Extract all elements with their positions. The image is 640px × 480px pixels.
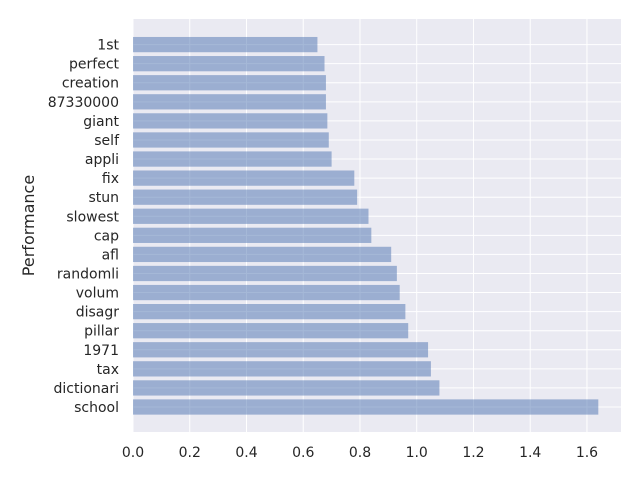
bar-school <box>133 399 599 415</box>
y-axis-label: Performance <box>19 175 38 276</box>
bars <box>133 36 599 415</box>
x-tick-label: 0.2 <box>179 445 201 461</box>
y-tick-labels: school dictionari tax 1971 pillar disagr volum… <box>48 38 120 416</box>
x-tick-label: 0.6 <box>292 445 314 461</box>
y-tick-label: 1971 <box>83 343 119 359</box>
bar-pillar <box>133 323 409 339</box>
y-tick-label: 87330000 <box>48 95 119 111</box>
x-tick-label: 1.6 <box>576 445 598 461</box>
x-tick-label: 1.4 <box>519 445 541 461</box>
y-tick-label: slowest <box>66 209 119 225</box>
y-tick-label: randomli <box>57 266 119 282</box>
y-tick-label: afl <box>102 247 119 263</box>
bar-creation <box>133 75 326 91</box>
bar-volum <box>133 284 400 301</box>
bar-self <box>133 132 329 148</box>
y-tick-label: school <box>74 400 119 416</box>
y-tick-label: dictionari <box>53 381 119 397</box>
bar-cap <box>133 227 372 243</box>
bar-stun <box>133 189 358 205</box>
y-tick-label: 1st <box>97 38 119 54</box>
y-tick-label: cap <box>94 228 119 244</box>
x-tick-label: 0.0 <box>122 445 144 461</box>
y-tick-label: pillar <box>84 324 119 340</box>
bar-disagr <box>133 304 406 320</box>
bar-1st <box>133 36 318 53</box>
x-tick-label: 0.4 <box>235 445 257 461</box>
y-tick-label: self <box>94 133 120 149</box>
x-tick-label: 1.2 <box>462 445 484 461</box>
x-tick-label: 0.8 <box>349 445 371 461</box>
y-tick-label: giant <box>83 114 119 130</box>
bar-afl <box>133 246 392 263</box>
y-tick-label: stun <box>88 190 119 206</box>
y-tick-label: disagr <box>76 305 120 321</box>
x-tick-label: 1.0 <box>406 445 428 461</box>
y-tick-label: tax <box>97 362 119 378</box>
bar-perfect <box>133 56 325 72</box>
bar-87330000 <box>133 94 326 110</box>
bar-dictionari <box>133 380 440 396</box>
bar-giant <box>133 113 328 129</box>
y-tick-label: creation <box>62 76 119 92</box>
y-tick-label: volum <box>76 286 119 302</box>
bar-randomli <box>133 265 397 282</box>
y-tick-label: perfect <box>69 57 119 73</box>
x-tick-labels: 0.0 0.2 0.4 0.6 0.8 1.0 1.2 1.4 1.6 <box>122 445 598 461</box>
bar-slowest <box>133 208 369 224</box>
y-tick-label: appli <box>85 152 119 168</box>
bar-tax <box>133 361 431 377</box>
bar-fix <box>133 170 355 186</box>
y-tick-label: fix <box>102 171 119 187</box>
bar-appli <box>133 151 332 167</box>
bar-1971 <box>133 342 429 358</box>
